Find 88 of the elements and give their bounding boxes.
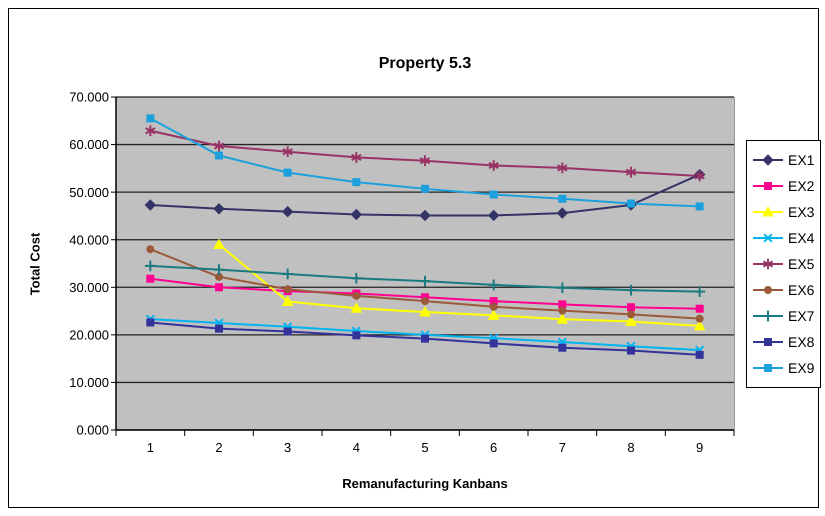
point: [626, 284, 636, 296]
point: [146, 274, 154, 283]
point: [282, 296, 294, 306]
legend-label: EX5: [788, 256, 814, 272]
point: [557, 162, 568, 174]
point: [696, 202, 704, 210]
point: [421, 297, 429, 306]
x-tick-label: 8: [627, 440, 635, 455]
x-tick-label: 9: [696, 440, 704, 455]
legend-label: EX3: [788, 204, 814, 220]
point: [420, 210, 430, 221]
y-tick-label: 50.000: [69, 184, 109, 200]
point: [420, 306, 430, 317]
point: [146, 245, 154, 254]
point: [350, 272, 362, 284]
x-axis-title: Remanufacturing Kanbans: [341, 476, 509, 491]
point: [556, 282, 568, 294]
legend-label: EX7: [788, 308, 814, 324]
point: [556, 208, 568, 219]
x-tick-label: 3: [284, 440, 292, 455]
point: [627, 303, 635, 312]
y-tick-label: 70.000: [69, 90, 109, 105]
point: [421, 334, 429, 343]
point: [488, 310, 500, 320]
point: [352, 292, 360, 300]
point: [558, 344, 566, 352]
point: [214, 264, 224, 276]
point: [146, 114, 154, 122]
point: [352, 178, 360, 186]
y-tick-label: 0.000: [76, 422, 109, 438]
x-tick-label: 7: [558, 440, 566, 455]
point: [488, 279, 500, 290]
x-tick-label: 4: [352, 440, 360, 455]
point: [215, 283, 223, 292]
point: [145, 125, 156, 136]
y-axis-title: Total Cost: [28, 232, 42, 295]
y-tick-label: 60.000: [69, 137, 109, 152]
point: [282, 268, 294, 280]
point: [696, 304, 704, 313]
legend-label: EX6: [788, 282, 814, 298]
point: [144, 199, 156, 210]
point: [420, 276, 430, 287]
point: [284, 168, 292, 177]
point: [282, 206, 294, 218]
point: [350, 302, 362, 313]
point: [144, 260, 156, 272]
y-tick-label: 30.000: [69, 280, 109, 295]
point: [558, 306, 566, 315]
point: [626, 166, 636, 178]
legend-label: EX8: [788, 334, 814, 350]
y-tick-label: 40.000: [69, 232, 109, 248]
point: [352, 331, 360, 340]
point: [696, 314, 704, 323]
point: [214, 238, 224, 249]
point: [488, 160, 499, 171]
point: [694, 286, 706, 297]
point: [284, 328, 292, 336]
x-tick-label: 6: [490, 440, 498, 455]
point: [350, 209, 362, 220]
point: [215, 272, 223, 281]
point: [556, 314, 568, 324]
point: [490, 190, 498, 199]
point: [282, 146, 293, 158]
point: [490, 339, 498, 348]
point: [488, 210, 500, 221]
legend-label: EX9: [788, 360, 814, 376]
point: [215, 324, 223, 333]
legend-label: EX1: [788, 152, 814, 168]
legend-label: EX4: [788, 230, 814, 246]
point: [146, 318, 154, 326]
point: [627, 346, 635, 355]
point: [420, 155, 430, 166]
point: [696, 350, 704, 359]
point: [215, 152, 223, 160]
legend-label: EX2: [788, 178, 814, 194]
point: [351, 152, 362, 163]
point: [214, 140, 224, 152]
x-tick-label: 1: [146, 440, 154, 455]
point: [490, 302, 498, 311]
chart-title: Property 5.3: [378, 55, 472, 73]
y-tick-label: 10.000: [69, 375, 109, 390]
point: [214, 203, 224, 214]
x-tick-label: 5: [421, 440, 429, 455]
point: [421, 184, 429, 193]
y-tick-label: 20.000: [69, 327, 109, 342]
x-tick-label: 2: [215, 440, 223, 455]
point: [558, 194, 566, 203]
point: [627, 310, 635, 318]
